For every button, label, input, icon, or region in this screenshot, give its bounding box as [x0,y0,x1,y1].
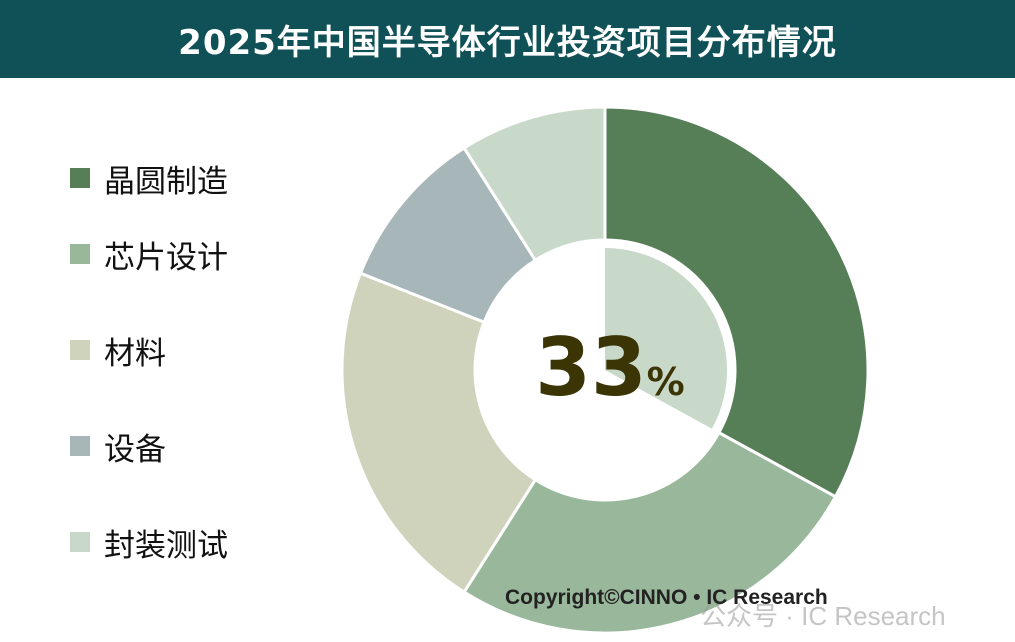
legend-swatch [70,168,90,188]
legend-item: 设备 [70,398,228,494]
center-value-unit: % [647,360,685,404]
legend: 晶圆制造 芯片设计 材料 设备 封装测试 [70,150,228,590]
donut-slice [462,105,607,263]
donut-slice [340,271,538,595]
donut-slice [462,430,838,635]
legend-swatch [70,340,90,360]
legend-swatch [70,532,90,552]
center-value-label: 33% [535,321,684,414]
legend-item: 封装测试 [70,494,228,590]
legend-label: 芯片设计 [104,239,228,276]
legend-label: 材料 [104,335,166,372]
legend-label: 晶圆制造 [104,163,228,200]
chart-title: 2025年中国半导体行业投资项目分布情况 [178,22,837,63]
legend-item: 芯片设计 [70,206,228,302]
legend-item: 晶圆制造 [70,150,228,206]
legend-swatch [70,436,90,456]
legend-swatch [70,244,90,264]
chart-title-bar: 2025年中国半导体行业投资项目分布情况 [0,0,1015,78]
inner-highlight-arc [605,248,727,429]
legend-item: 材料 [70,302,228,398]
legend-label: 设备 [104,431,166,468]
donut-slices [340,105,870,635]
copyright-text: Copyright©CINNO • IC Research [505,586,828,609]
legend-label: 封装测试 [104,527,228,564]
watermark-text: 公众号 · IC Research [700,601,946,631]
donut-slice [603,105,870,499]
center-value-number: 33 [535,321,646,414]
